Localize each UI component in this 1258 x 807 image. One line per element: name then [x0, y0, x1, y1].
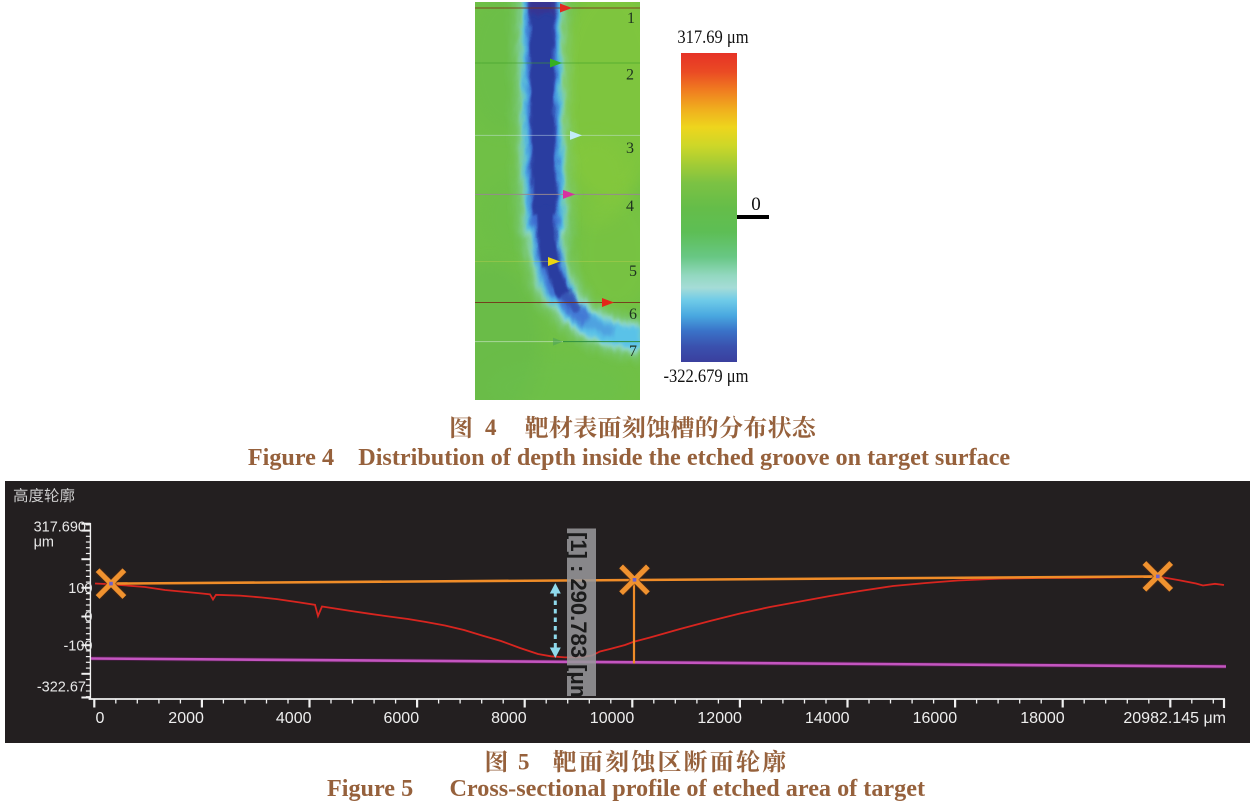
svg-text:-322.67: -322.67 — [37, 680, 86, 696]
svg-text:5: 5 — [629, 263, 637, 280]
svg-text:μm: μm — [34, 535, 54, 551]
svg-text:20982.145 μm: 20982.145 μm — [1123, 710, 1226, 727]
svg-text:4: 4 — [485, 415, 497, 440]
svg-text:[1] : 290.783 [μm]: [1] : 290.783 [μm] — [566, 532, 591, 712]
svg-text:0: 0 — [96, 710, 105, 727]
svg-text:0: 0 — [84, 610, 92, 626]
svg-text:7: 7 — [629, 343, 637, 360]
svg-text:3: 3 — [626, 140, 634, 157]
svg-text:10000: 10000 — [590, 710, 635, 727]
svg-text:14000: 14000 — [805, 710, 850, 727]
svg-text:6000: 6000 — [384, 710, 420, 727]
svg-text:317.690: 317.690 — [34, 520, 86, 536]
svg-text:8000: 8000 — [491, 710, 527, 727]
svg-text:2: 2 — [626, 67, 634, 84]
svg-text:-100: -100 — [63, 638, 92, 654]
svg-text:2000: 2000 — [168, 710, 204, 727]
svg-text:1: 1 — [627, 10, 635, 27]
svg-text:16000: 16000 — [913, 710, 958, 727]
svg-text:100: 100 — [68, 581, 92, 597]
svg-text:12000: 12000 — [697, 710, 742, 727]
svg-text:4000: 4000 — [276, 710, 312, 727]
svg-text:6: 6 — [629, 306, 637, 323]
svg-text:5: 5 — [518, 749, 530, 774]
svg-text:4: 4 — [626, 198, 634, 215]
svg-text:18000: 18000 — [1020, 710, 1065, 727]
